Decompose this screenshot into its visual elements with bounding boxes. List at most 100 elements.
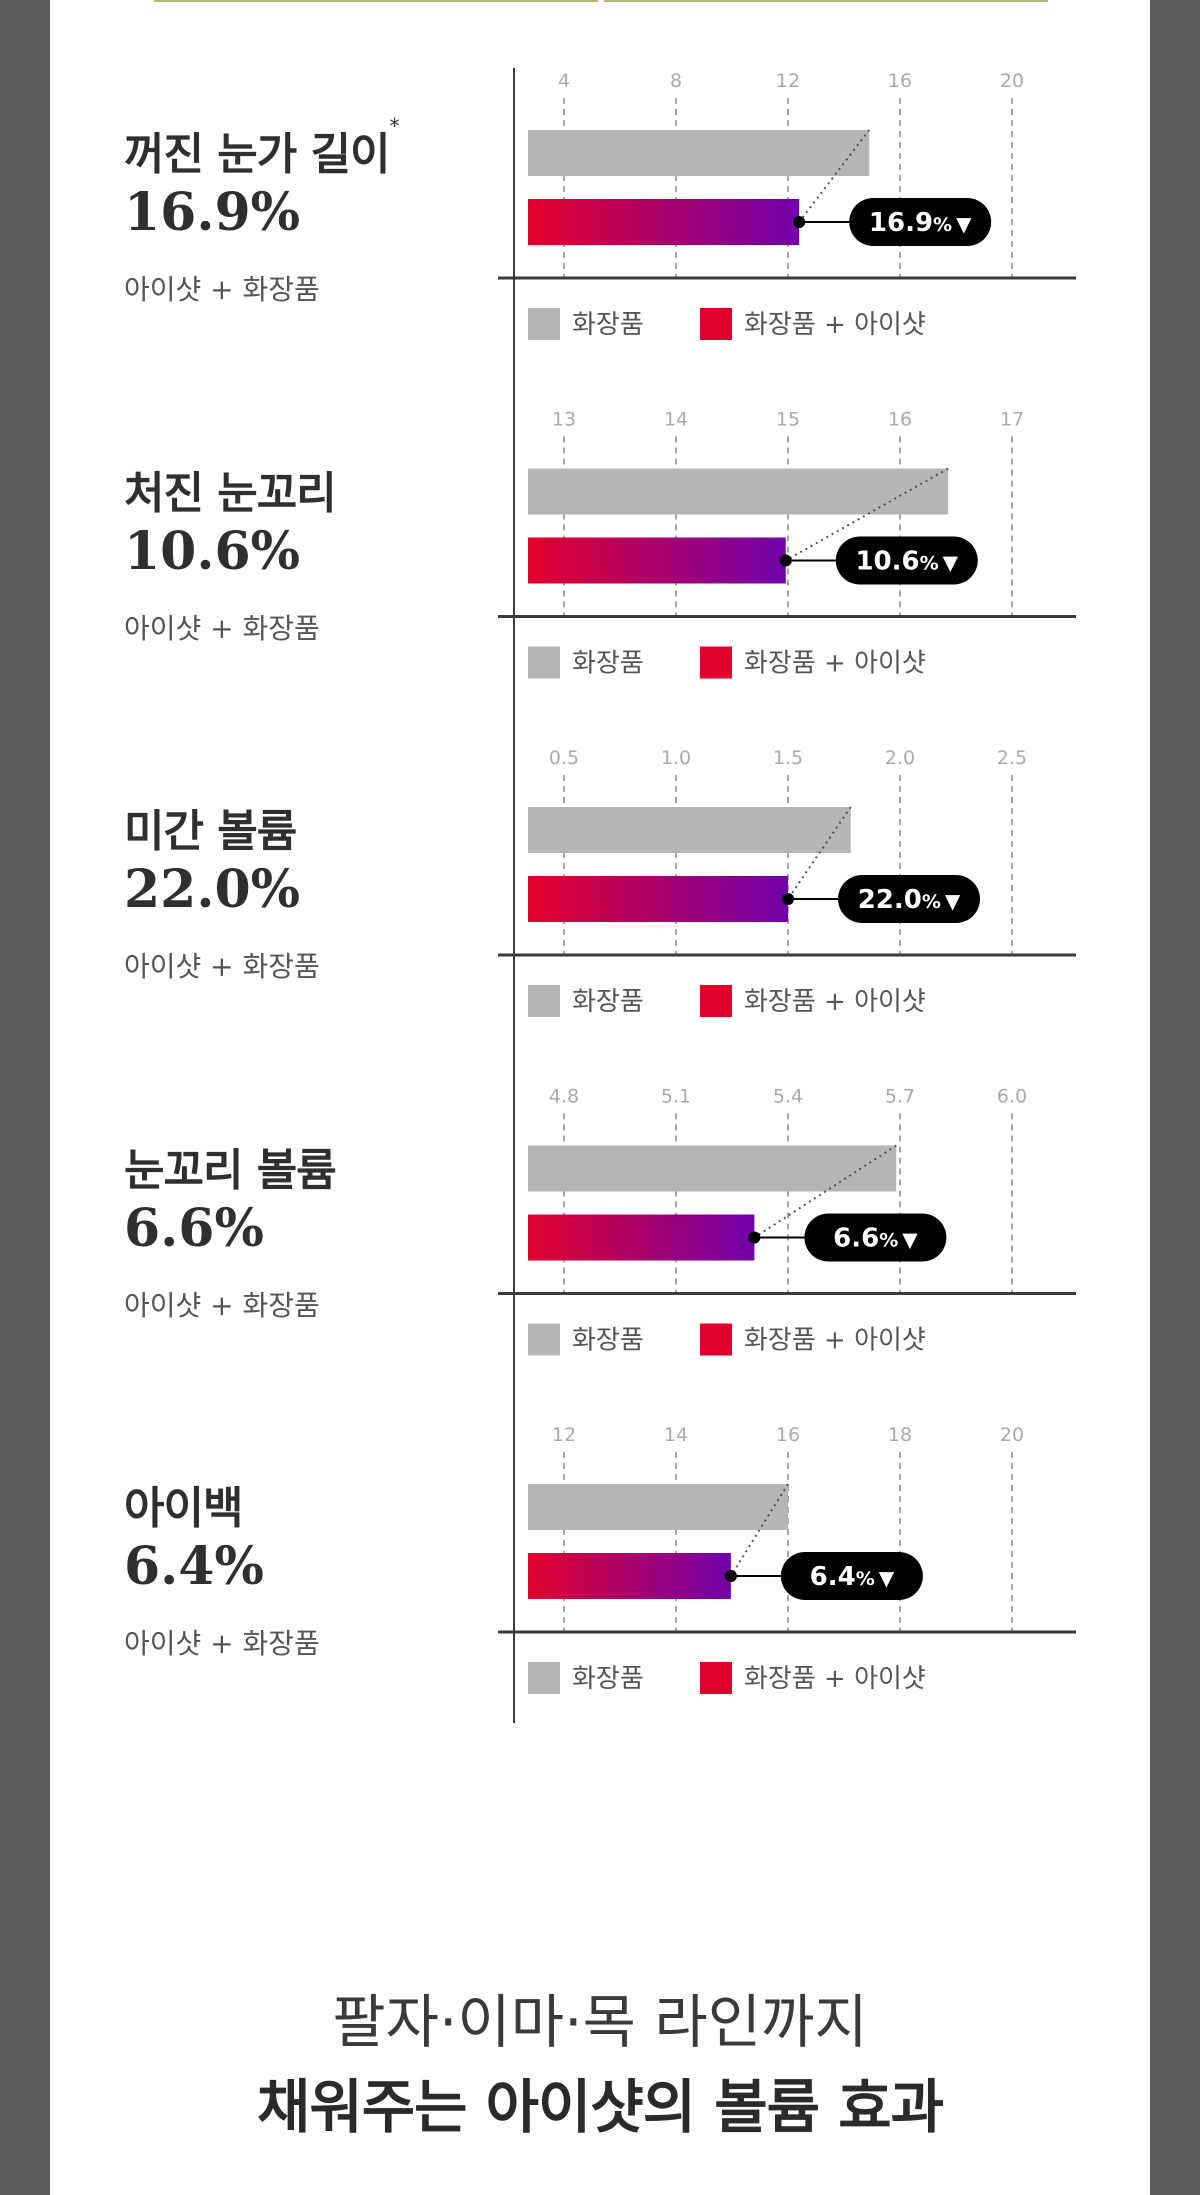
legend-label-red: 화장품 + 아이샷 xyxy=(744,310,926,340)
legend-label-gray: 화장품 xyxy=(572,987,644,1017)
tick-label: 2.0 xyxy=(885,747,915,769)
badge-text: 16.9% ▼ xyxy=(869,208,972,238)
bar-cosmetic-plus-eyeshot xyxy=(528,199,800,245)
metric-name-text: 눈꼬리 볼륨 xyxy=(124,1144,337,1196)
tick-label: 5.1 xyxy=(661,1086,691,1108)
metric-name-text: 아이백 xyxy=(124,1483,243,1534)
metric-name: 꺼진 눈가 길이* xyxy=(124,114,400,182)
legend-swatch-gray xyxy=(528,308,560,340)
badge-text: 10.6% ▼ xyxy=(855,547,958,577)
bottom-title-line2: 채워주는 아이샷의 볼륨 효과 xyxy=(257,2073,944,2141)
metric-name-text: 처진 눈꼬리 xyxy=(124,467,337,519)
tick-label: 16 xyxy=(776,1424,800,1446)
chart-group: 12 14 16 18 20 6.4% ▼ 화장품 화장품 + 아이샷 xyxy=(498,1424,1076,1694)
legend-swatch-gray xyxy=(528,646,560,679)
legend-label-red: 화장품 + 아이샷 xyxy=(744,649,926,679)
metric-subtitle: 아이샷 + 화장품 xyxy=(124,611,320,645)
bottom-title-line1: 팔자·이마·목 라인까지 xyxy=(332,1988,868,2056)
metric-percent: 6.4% xyxy=(124,1536,264,1597)
bar-cosmetic xyxy=(528,130,870,176)
tick-label: 5.4 xyxy=(773,1086,803,1108)
badge-arrow: ▼ xyxy=(879,1566,895,1590)
reduction-badge xyxy=(835,536,978,585)
metric-name-text: 미간 볼륨 xyxy=(124,806,297,857)
vertical-divider xyxy=(513,68,515,1723)
legend-swatch-red xyxy=(700,985,732,1017)
tick-label: 20 xyxy=(1000,1424,1024,1446)
tick-label: 18 xyxy=(888,1424,912,1446)
tick-label: 1.5 xyxy=(773,747,803,769)
chart-group: 0.5 1.0 1.5 2.0 2.5 22.0% ▼ 화장품 화장품 + 아이샷 xyxy=(498,747,1076,1017)
tick-label: 16 xyxy=(888,409,912,431)
bar-cosmetic xyxy=(528,807,851,853)
badge-text: 6.4% ▼ xyxy=(810,1562,895,1592)
tick-label: 12 xyxy=(776,70,800,92)
metric-subtitle: 아이샷 + 화장품 xyxy=(124,1627,320,1660)
badge-arrow: ▼ xyxy=(956,212,972,236)
badge-number: 6.6 xyxy=(833,1224,879,1254)
legend-label-red: 화장품 + 아이샷 xyxy=(744,1326,926,1356)
legend-swatch-gray xyxy=(528,1662,560,1694)
reduction-badge xyxy=(849,198,992,246)
legend-swatch-red xyxy=(700,646,732,679)
metric-percent: 6.6% xyxy=(124,1197,264,1259)
badge-number: 22.0 xyxy=(858,885,922,915)
legend-swatch-gray xyxy=(528,1323,560,1356)
metric-name: 눈꼬리 볼륨 xyxy=(124,1134,337,1198)
tick-label: 17 xyxy=(1000,409,1024,431)
connector-dotted xyxy=(785,467,949,562)
bar-cosmetic xyxy=(528,468,949,515)
legend-label-red: 화장품 + 아이샷 xyxy=(744,987,926,1017)
metric-name: 미간 볼륨 xyxy=(124,795,297,859)
badge-number: 16.9 xyxy=(869,208,933,238)
reduction-badge xyxy=(838,875,980,923)
connector-dotted xyxy=(753,1144,897,1239)
tick-label: 2.5 xyxy=(997,747,1027,769)
badge-arrow: ▼ xyxy=(945,889,961,913)
badge-unit: % xyxy=(879,1230,898,1252)
metric-name: 처진 눈꼬리 xyxy=(124,457,337,521)
metric-subtitle: 아이샷 + 화장품 xyxy=(124,273,320,306)
tick-label: 5.7 xyxy=(885,1086,915,1108)
bar-cosmetic-plus-eyeshot xyxy=(528,1553,731,1599)
legend-label-red: 화장품 + 아이샷 xyxy=(744,1664,926,1694)
metric-name-text: 꺼진 눈가 길이 xyxy=(124,129,391,180)
legend-label-gray: 화장품 xyxy=(572,310,644,340)
tick-label: 14 xyxy=(664,1424,688,1446)
badge-text: 22.0% ▼ xyxy=(858,885,961,915)
tick-label: 4.8 xyxy=(549,1086,579,1108)
bar-cosmetic-plus-eyeshot xyxy=(528,537,786,584)
legend-label-gray: 화장품 xyxy=(572,1664,644,1694)
bar-cosmetic xyxy=(528,1145,897,1192)
bar-cosmetic xyxy=(528,1484,788,1530)
top-image-edge xyxy=(604,0,1048,2)
chart-group: 4 8 12 16 20 16.9% ▼ 화장품 화장품 + 아이샷 xyxy=(498,70,1076,340)
metric-percent: 22.0% xyxy=(124,859,301,920)
badge-arrow: ▼ xyxy=(943,551,959,575)
metric-subtitle: 아이샷 + 화장품 xyxy=(124,950,320,983)
tick-label: 0.5 xyxy=(549,747,579,769)
metric-name: 아이백 xyxy=(124,1472,243,1536)
metric-subtitle: 아이샷 + 화장품 xyxy=(124,1288,320,1322)
tick-label: 1.0 xyxy=(661,747,691,769)
badge-unit: % xyxy=(856,1568,875,1590)
tick-label: 20 xyxy=(1000,70,1024,92)
reduction-badge xyxy=(780,1552,923,1600)
top-image-edge xyxy=(154,0,598,2)
tick-label: 13 xyxy=(552,409,576,431)
legend-swatch-red xyxy=(700,1323,732,1356)
bar-cosmetic-plus-eyeshot xyxy=(528,876,788,922)
tick-label: 8 xyxy=(670,70,682,92)
legend-swatch-red xyxy=(700,308,732,340)
connector-dotted xyxy=(798,129,870,223)
bar-cosmetic-plus-eyeshot xyxy=(528,1214,755,1261)
footnote-mark: * xyxy=(389,114,400,138)
metric-percent: 16.9% xyxy=(124,182,301,243)
badge-unit: % xyxy=(920,553,939,575)
badge-unit: % xyxy=(922,891,941,913)
badge-unit: % xyxy=(933,214,952,236)
tick-label: 14 xyxy=(664,409,688,431)
tick-label: 6.0 xyxy=(997,1086,1027,1108)
metric-percent: 10.6% xyxy=(124,520,301,582)
tick-label: 12 xyxy=(552,1424,576,1446)
